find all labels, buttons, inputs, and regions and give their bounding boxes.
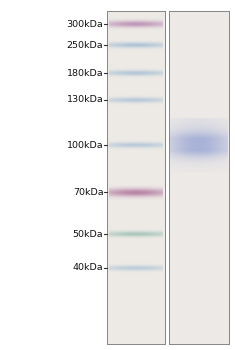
- Bar: [169, 10, 229, 344]
- Bar: [169, 10, 229, 344]
- Text: 130kDa: 130kDa: [67, 95, 103, 104]
- Text: 250kDa: 250kDa: [67, 41, 103, 50]
- Text: 50kDa: 50kDa: [73, 230, 103, 239]
- Text: 100kDa: 100kDa: [67, 141, 103, 150]
- Text: 40kDa: 40kDa: [73, 263, 103, 272]
- Text: 300kDa: 300kDa: [67, 20, 103, 29]
- Text: 180kDa: 180kDa: [67, 69, 103, 78]
- Bar: [107, 10, 164, 344]
- Text: 70kDa: 70kDa: [73, 188, 103, 197]
- Bar: [107, 10, 164, 344]
